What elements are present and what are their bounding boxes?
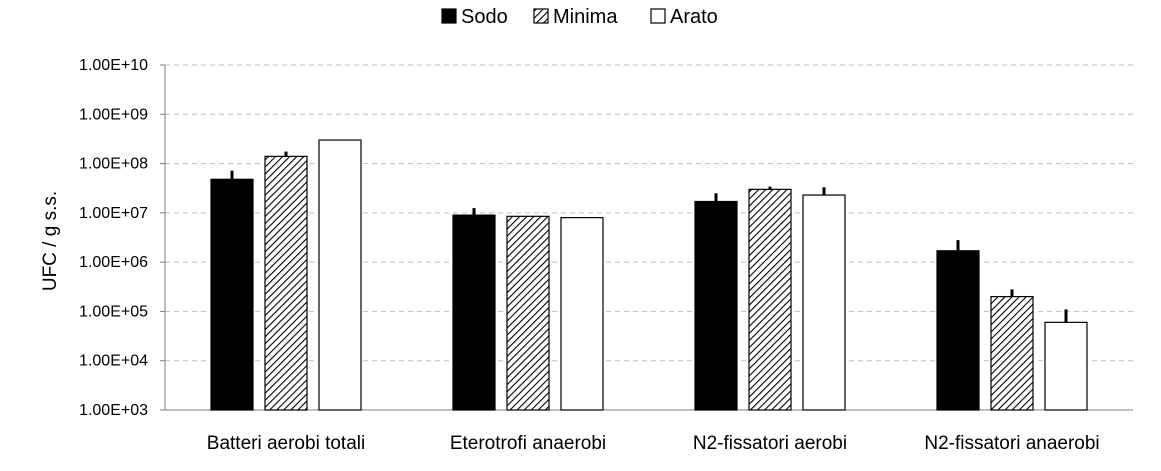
y-tick-label: 1.00E+05 [79,303,148,320]
bars [210,139,1088,411]
y-axis-label: UFC / g s.s. [40,191,61,291]
x-category-label: N2-fissatori anaerobi [924,433,1099,454]
y-tick-label: 1.00E+09 [79,106,148,123]
y-tick-label: 1.00E+03 [79,402,148,419]
legend-swatch-minima [533,8,549,24]
legend-swatch-sodo [441,8,457,24]
y-tick-label: 1.00E+08 [79,156,148,173]
y-tick-label: 1.00E+07 [79,205,148,222]
bar-sodo [452,214,496,411]
legend: Sodo Minima Arato [441,6,718,28]
bar-arato [560,217,604,411]
bar-arato [802,194,846,411]
y-tick-label: 1.00E+04 [79,353,148,370]
grid-lines [165,64,1133,362]
bar-minima [748,188,792,411]
x-category-label: N2-fissatori aerobi [693,433,847,454]
x-category-label: Batteri aerobi totali [207,433,365,454]
legend-label-minima: Minima [553,6,618,28]
axis-labels: 1.00E+03 1.00E+04 1.00E+05 1.00E+06 1.00E+07… [79,57,1100,454]
bar-sodo [210,178,254,411]
bar-minima [990,295,1034,411]
bar-minima [264,155,308,411]
bar-minima [506,215,550,411]
y-tick-label: 1.00E+06 [79,254,148,271]
bar-sodo [694,200,738,411]
legend-label-sodo: Sodo [461,6,508,28]
y-tick-label: 1.00E+10 [79,57,148,74]
bar-arato [318,139,362,411]
x-category-label: Eterotrofi anaerobi [450,433,606,454]
bar-sodo [936,250,980,411]
bar-arato [1044,321,1088,411]
legend-label-arato: Arato [670,6,718,28]
legend-swatch-arato [650,8,666,24]
